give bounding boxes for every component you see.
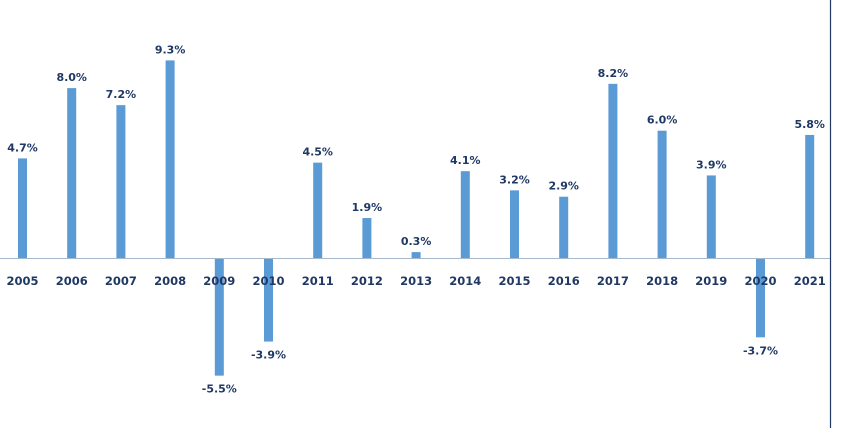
value-label-2013: 0.3% (401, 235, 432, 248)
value-label-2005: 4.7% (7, 141, 38, 154)
bar-2008 (165, 60, 175, 259)
bar-2010 (264, 258, 273, 342)
value-label-2019: 3.9% (696, 158, 727, 171)
x-tick-2008: 2008 (154, 274, 186, 288)
bar-2007 (116, 105, 126, 259)
x-tick-2010: 2010 (252, 274, 284, 288)
x-tick-2012: 2012 (351, 274, 383, 288)
x-tick-2015: 2015 (498, 274, 530, 288)
value-label-2015: 3.2% (499, 173, 530, 186)
bar-2013 (411, 252, 421, 259)
bar-2018 (657, 130, 667, 259)
bar-2006 (67, 88, 77, 259)
bar-2021 (805, 134, 815, 259)
value-label-2006: 8.0% (56, 71, 87, 84)
bar-2015 (510, 190, 519, 259)
bar-2005 (18, 158, 27, 259)
x-tick-labels-group: 2005 2006 2007 2008 2009 2010 2011 2012 2013 2014… (6, 274, 825, 288)
x-tick-2009: 2009 (203, 274, 235, 288)
value-label-2010: -3.9% (251, 349, 286, 362)
value-label-2020: -3.7% (743, 344, 778, 357)
x-tick-2017: 2017 (597, 274, 629, 288)
bar-2020 (756, 258, 765, 338)
bar-2019 (706, 175, 716, 259)
x-tick-2005: 2005 (6, 274, 38, 288)
bars-group (18, 60, 815, 376)
x-tick-2019: 2019 (695, 274, 727, 288)
bar-2011 (313, 162, 323, 259)
x-tick-2007: 2007 (105, 274, 137, 288)
value-label-2021: 5.8% (794, 118, 825, 131)
bar-2012 (362, 218, 372, 259)
value-label-2007: 7.2% (106, 88, 137, 101)
bar-2016 (559, 196, 569, 259)
value-label-2016: 2.9% (548, 180, 579, 193)
x-tick-2016: 2016 (548, 274, 580, 288)
x-tick-2018: 2018 (646, 274, 678, 288)
x-tick-2006: 2006 (56, 274, 88, 288)
value-labels-group: 4.7% 8.0% 7.2% 9.3% -5.5% -3.9% 4.5% 1.9% 0.3% 4.… (7, 43, 825, 395)
value-label-2009: -5.5% (202, 383, 237, 396)
bar-2017 (608, 83, 618, 259)
value-label-2008: 9.3% (155, 43, 186, 56)
bar-2014 (460, 171, 470, 259)
value-label-2014: 4.1% (450, 154, 481, 167)
x-tick-2013: 2013 (400, 274, 432, 288)
value-label-2012: 1.9% (352, 201, 383, 214)
x-tick-2020: 2020 (744, 274, 776, 288)
x-tick-2014: 2014 (449, 274, 481, 288)
value-label-2018: 6.0% (647, 114, 678, 127)
value-label-2011: 4.5% (302, 146, 333, 159)
x-tick-2021: 2021 (794, 274, 826, 288)
value-label-2017: 8.2% (598, 67, 629, 80)
bar-2009 (214, 258, 224, 376)
x-tick-2011: 2011 (302, 274, 334, 288)
